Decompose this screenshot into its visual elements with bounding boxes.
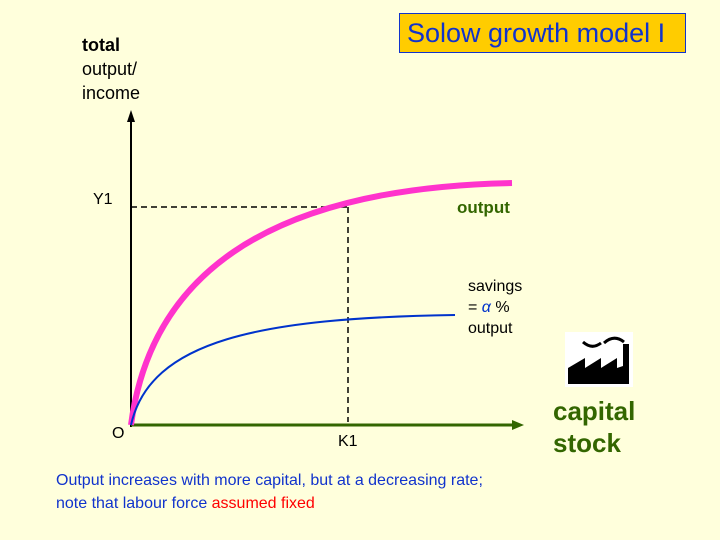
savings-label-line1: savings: [468, 278, 523, 295]
output-curve-label: output: [457, 198, 510, 217]
x-axis-label-line1: capital: [553, 396, 636, 426]
x-axis-arrow: [512, 420, 524, 430]
slide-title: Solow growth model I: [399, 13, 686, 53]
savings-label-pct: %: [495, 299, 510, 316]
x-axis-label: capital stock: [553, 395, 635, 459]
origin-label: O: [112, 425, 125, 442]
k1-tick-label: K1: [338, 433, 358, 450]
savings-curve-label: savings = α % output: [468, 276, 522, 339]
caption-highlight: assumed fixed: [211, 495, 315, 512]
caption-line1: Output increases with more capital, but …: [56, 472, 483, 489]
y-axis-label: total output/ income: [82, 33, 140, 105]
savings-label-eq: =: [468, 299, 478, 316]
savings-curve: [130, 314, 456, 426]
output-curve: [128, 180, 513, 426]
factory-icon: [565, 332, 633, 387]
alpha-symbol: α: [481, 299, 491, 316]
y-axis-label-bold: total: [82, 35, 120, 55]
y-axis-arrow: [127, 110, 135, 122]
savings-label-line3: output: [468, 320, 513, 337]
x-axis-label-line2: stock: [553, 428, 621, 458]
y-axis-label-line2: output/: [82, 59, 138, 79]
y1-tick-label: Y1: [93, 191, 113, 208]
y-axis-label-line3: income: [82, 83, 141, 103]
caption-line2: note that labour force: [56, 495, 212, 512]
caption: Output increases with more capital, but …: [56, 469, 483, 515]
